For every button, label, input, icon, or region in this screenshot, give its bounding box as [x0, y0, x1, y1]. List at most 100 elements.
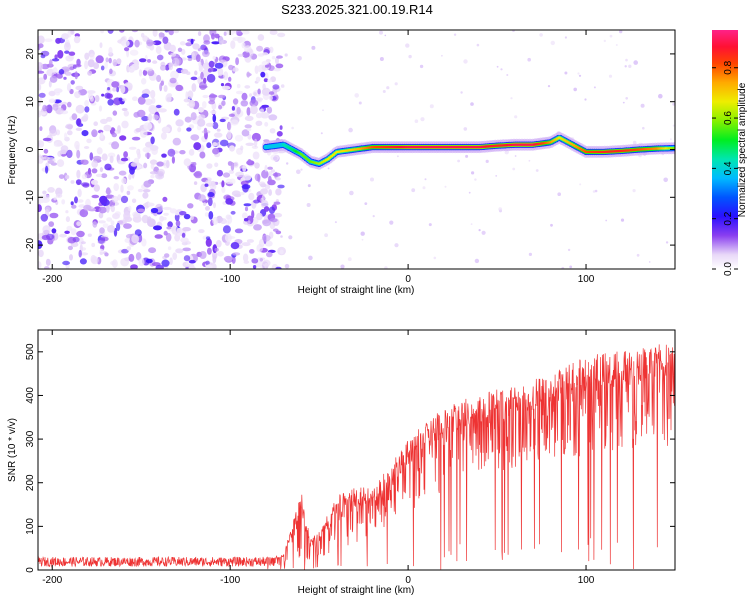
- noise-blob: [131, 30, 139, 33]
- noise-blob: [89, 96, 94, 102]
- noise-blob: [49, 59, 53, 67]
- noise-blob: [193, 172, 202, 177]
- noise-blob: [198, 114, 206, 120]
- noise-speck: [354, 93, 360, 98]
- noise-blob: [121, 177, 127, 184]
- noise-speck: [286, 162, 289, 165]
- noise-blob: [257, 88, 261, 95]
- colorbar: 0.0 0.2 0.4 0.6 0.8 Normalized spectral ampl…: [712, 30, 748, 276]
- noise-blob: [257, 34, 265, 41]
- noise-blob: [160, 64, 166, 71]
- noise-blob: [87, 59, 95, 68]
- noise-blob: [217, 251, 224, 257]
- noise-blob: [38, 249, 44, 258]
- noise-blob: [64, 42, 71, 52]
- noise-blob: [107, 99, 114, 106]
- noise-speck: [615, 44, 618, 46]
- noise-blob: [204, 212, 209, 217]
- noise-speck: [648, 261, 651, 263]
- noise-blob: [52, 67, 58, 74]
- noise-speck: [514, 155, 517, 157]
- noise-blob: [205, 260, 210, 266]
- noise-blob: [202, 50, 210, 58]
- noise-blob: [134, 229, 142, 237]
- noise-speck: [495, 175, 498, 177]
- noise-blob: [161, 153, 167, 158]
- noise-blob: [244, 115, 254, 122]
- noise-blob: [141, 214, 149, 224]
- noise-blob: [252, 151, 260, 160]
- noise-speck: [306, 203, 311, 207]
- noise-blob: [219, 118, 226, 123]
- noise-blob: [165, 160, 170, 169]
- noise-blob: [49, 75, 58, 83]
- y-tick-label: 10: [25, 96, 36, 108]
- noise-blob: [40, 50, 50, 57]
- noise-blob: [100, 30, 105, 34]
- noise-blob: [65, 175, 70, 179]
- noise-blob: [162, 36, 169, 44]
- noise-blob: [169, 208, 177, 214]
- noise-speck: [672, 102, 675, 106]
- noise-speck: [514, 115, 518, 119]
- noise-blob: [245, 57, 252, 62]
- noise-speck: [300, 168, 303, 171]
- noise-blob: [120, 85, 126, 94]
- noise-speck: [506, 74, 509, 76]
- noise-blob: [101, 173, 108, 179]
- noise-blob: [203, 77, 207, 84]
- noise-blob: [131, 136, 141, 141]
- noise-speck: [470, 102, 474, 106]
- noise-blob: [38, 43, 44, 48]
- noise-blob: [124, 238, 131, 243]
- noise-blob: [232, 67, 239, 72]
- noise-blob: [55, 37, 61, 44]
- noise-blob: [167, 221, 173, 228]
- x-tick-label: 100: [578, 274, 595, 285]
- noise-blob: [57, 150, 62, 157]
- noise-blob: [60, 145, 69, 153]
- noise-blob: [156, 74, 162, 83]
- noise-blob: [256, 244, 264, 253]
- noise-blob: [91, 194, 100, 199]
- noise-speck: [433, 256, 437, 260]
- snr-x-label: Height of straight line (km): [298, 585, 415, 596]
- noise-blob: [231, 190, 241, 197]
- noise-blob: [119, 135, 127, 141]
- noise-blob: [89, 53, 95, 60]
- noise-blob: [256, 212, 263, 221]
- noise-speck: [284, 53, 288, 57]
- noise-speck: [334, 221, 337, 224]
- noise-blob: [147, 216, 152, 223]
- noise-speck: [564, 71, 568, 75]
- noise-blob: [131, 234, 140, 244]
- noise-blob: [230, 242, 240, 250]
- noise-blob: [247, 159, 252, 165]
- noise-blob: [183, 255, 191, 262]
- noise-blob: [87, 90, 96, 94]
- noise-blob: [218, 35, 224, 45]
- noise-blob: [234, 134, 244, 142]
- noise-blob: [197, 31, 202, 37]
- noise-blob: [248, 192, 255, 201]
- x-tick-label: -200: [42, 274, 62, 285]
- noise-blob: [277, 184, 285, 189]
- noise-blob: [246, 107, 251, 116]
- noise-blob: [192, 162, 197, 166]
- noise-blob: [275, 63, 284, 69]
- noise-blob: [74, 63, 82, 68]
- noise-blob: [38, 261, 42, 269]
- noise-blob: [81, 130, 89, 137]
- noise-blob: [66, 83, 72, 92]
- noise-blob: [193, 181, 198, 186]
- noise-blob: [275, 188, 282, 196]
- noise-blob: [188, 149, 195, 156]
- noise-blob: [111, 195, 119, 203]
- noise-speck: [320, 132, 323, 135]
- noise-blob: [155, 172, 165, 180]
- noise-speck: [324, 233, 328, 238]
- noise-blob: [152, 114, 159, 121]
- noise-speck: [397, 155, 399, 158]
- noise-blob: [105, 57, 109, 63]
- noise-blob: [244, 85, 251, 89]
